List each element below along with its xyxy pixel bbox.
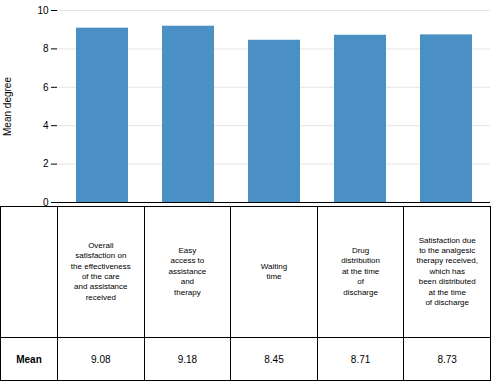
html-text:8.73: 8.73	[437, 353, 457, 365]
html-text:Easy access to assistance and: Easy access to assistance and therapy	[168, 246, 207, 297]
html-text:9.08: 9.08	[91, 353, 111, 365]
html-text:Overall satisfaction on the ef: Overall satisfaction on the effectivenes…	[70, 240, 131, 302]
html-text:8.71: 8.71	[350, 353, 371, 365]
html-text:Drug distribution at the time: Drug distribution at the time of dischar…	[341, 246, 380, 297]
html-text:8.45: 8.45	[264, 353, 284, 365]
svg-text:6: 6	[43, 82, 49, 93]
html-text:9.18: 9.18	[177, 353, 198, 365]
svg-text:8: 8	[43, 43, 49, 54]
html-text:Mean: Mean	[16, 353, 42, 365]
html-text:Satisfaction due to the analge: Satisfaction due to the analgesic therap…	[416, 235, 478, 307]
svg-text:2: 2	[43, 158, 49, 169]
svg-text:4: 4	[43, 120, 49, 131]
svg-text:0: 0	[43, 197, 49, 206]
html-text:Waiting time: Waiting time	[260, 261, 288, 281]
svg-text:Mean degree: Mean degree	[2, 77, 13, 136]
svg-text:10: 10	[37, 5, 49, 16]
